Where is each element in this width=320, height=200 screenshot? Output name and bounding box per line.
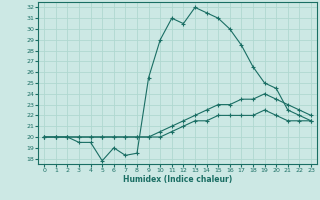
X-axis label: Humidex (Indice chaleur): Humidex (Indice chaleur)	[123, 175, 232, 184]
